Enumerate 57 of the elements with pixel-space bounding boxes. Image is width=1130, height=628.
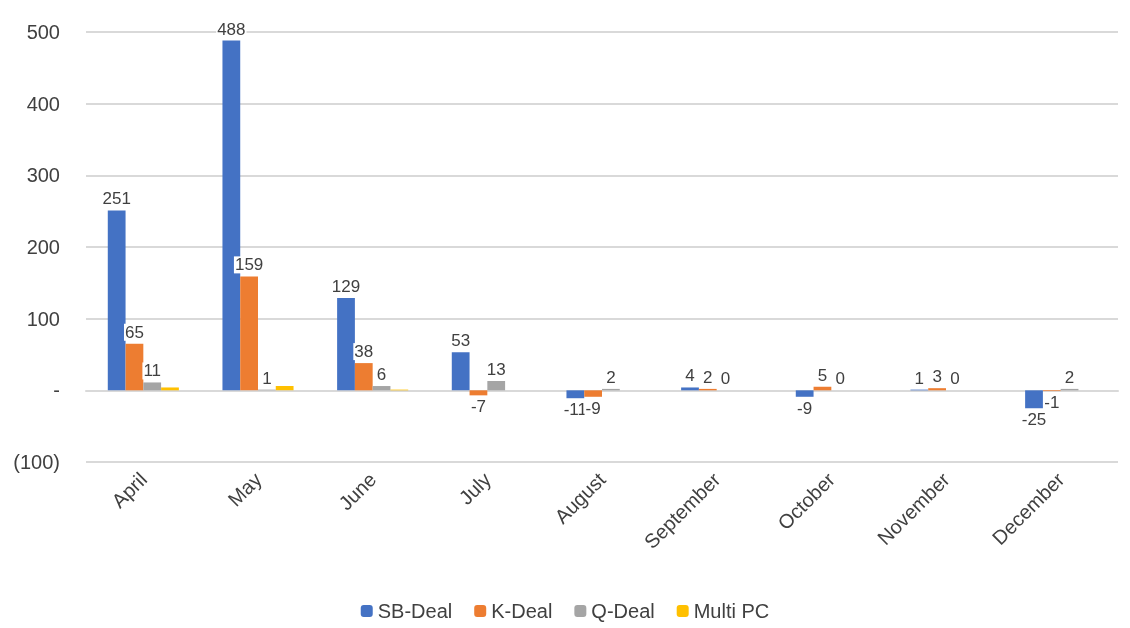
data-label: 0: [835, 369, 845, 389]
y-tick-label: 500: [26, 21, 60, 43]
data-label: 38: [354, 342, 374, 362]
data-label: -9: [797, 398, 813, 418]
bar: [451, 352, 470, 391]
bar: [354, 363, 373, 391]
data-label: 129: [331, 276, 361, 296]
bar: [125, 343, 144, 391]
legend-label: K-Deal: [491, 600, 553, 622]
data-label: 159: [234, 255, 264, 275]
data-label: 13: [486, 360, 506, 380]
data-label: 3: [932, 367, 942, 387]
data-label: 1: [262, 368, 272, 388]
data-label: 2: [606, 367, 616, 387]
legend-label: SB-Deal: [377, 600, 453, 622]
bar: [681, 387, 699, 391]
data-label: -25: [1021, 410, 1047, 430]
y-tick-label: (100): [13, 451, 60, 473]
bar: [795, 390, 814, 397]
data-label: -7: [470, 397, 487, 417]
bar: [275, 386, 294, 391]
bar: [487, 381, 506, 391]
data-label: 488: [217, 19, 246, 39]
bar: [337, 297, 355, 391]
data-label: 2: [1064, 367, 1075, 387]
data-label: 53: [451, 331, 471, 351]
bar: [928, 388, 946, 391]
data-label: 0: [950, 369, 960, 389]
bar: [107, 210, 126, 391]
x-tick-label: May: [223, 468, 266, 511]
y-tick-label: 200: [26, 236, 60, 258]
bar: [584, 390, 602, 397]
bar: [143, 382, 162, 391]
data-label: -11: [563, 400, 587, 420]
bar: [1025, 390, 1043, 409]
y-tick-label: -: [53, 379, 60, 402]
data-label: -1: [1044, 393, 1060, 413]
data-label: 11: [143, 361, 162, 381]
data-label: -9: [585, 398, 601, 418]
data-label: 0: [720, 369, 731, 389]
x-tick-label: July: [454, 468, 496, 509]
legend-label: Multi PC: [693, 600, 770, 622]
bar: [161, 387, 179, 391]
bar: [566, 390, 585, 399]
data-label: 5: [817, 365, 828, 385]
data-label: 6: [376, 365, 387, 385]
data-label: 2: [703, 367, 713, 387]
y-tick-label: 100: [26, 307, 60, 330]
y-tick-label: 400: [26, 92, 60, 115]
data-label: 65: [124, 322, 144, 342]
y-tick-label: 300: [26, 164, 60, 187]
bar: [240, 276, 258, 391]
data-label: 4: [685, 366, 695, 386]
data-label: 1: [914, 368, 925, 388]
data-label: 251: [102, 189, 131, 209]
bar: [469, 390, 488, 396]
legend-label: Q-Deal: [591, 600, 655, 622]
